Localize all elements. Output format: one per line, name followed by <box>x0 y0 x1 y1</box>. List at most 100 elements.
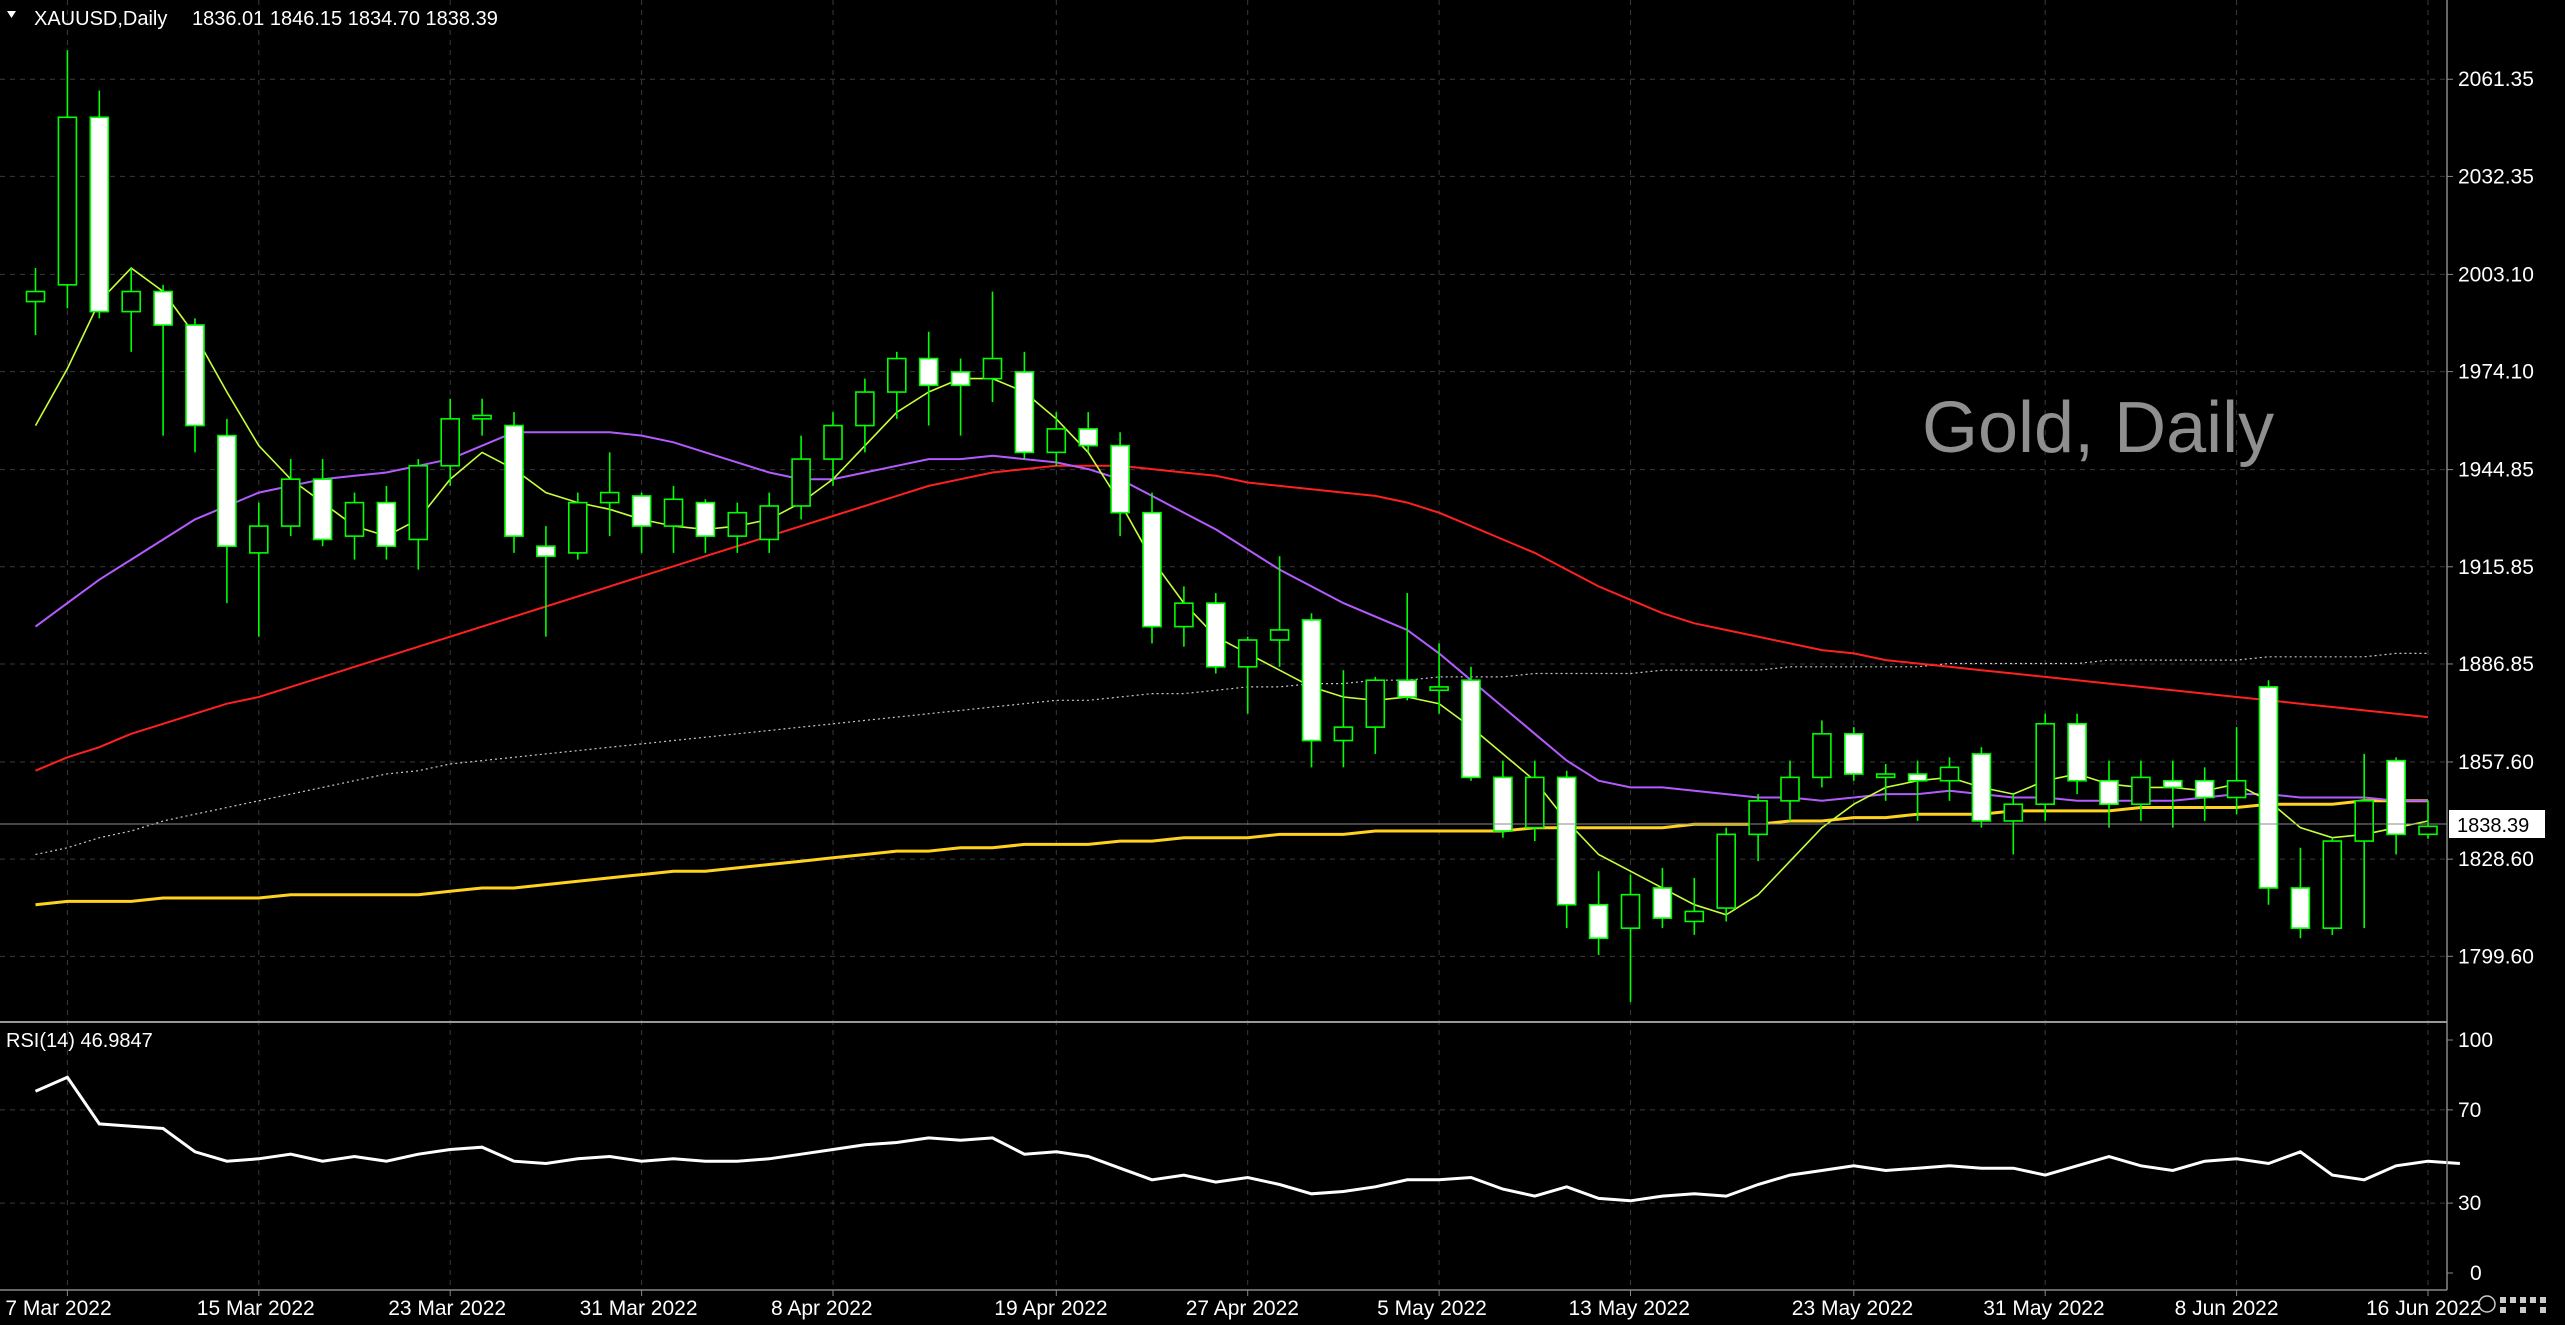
candle-body-bear <box>312 478 333 541</box>
rsi-axis: 100 70 30 0 <box>2447 1029 2493 1285</box>
candle <box>1142 492 1162 644</box>
candle-body-bear <box>185 324 205 427</box>
candle <box>855 378 875 453</box>
candle <box>312 459 333 547</box>
current-price-box <box>2449 810 2545 838</box>
candle-body-bull <box>2226 779 2247 799</box>
candle-body-bull <box>759 505 780 541</box>
candle <box>536 526 556 637</box>
current-price-label: 1838.39 <box>2457 815 2529 837</box>
ma-fast-line <box>34 267 2429 916</box>
price-tick-label: 1974.10 <box>2458 361 2534 384</box>
candle-body-bull <box>599 491 620 504</box>
candle-body-bear <box>2099 779 2119 805</box>
watermark: Gold, Daily <box>1922 388 2274 468</box>
candle <box>2194 767 2215 821</box>
candle <box>89 90 110 319</box>
candle-body-bull <box>1269 629 1290 641</box>
candle-body-bear <box>89 116 110 313</box>
candle-body-bear <box>918 357 939 387</box>
candle-body-bear <box>1844 733 1864 775</box>
candle <box>1556 770 1577 929</box>
ma-dotted-line <box>35 652 2428 856</box>
candle <box>2131 760 2151 821</box>
candle-body-bear <box>504 424 524 537</box>
candle-body-bull <box>1333 726 1354 742</box>
candle <box>376 485 397 560</box>
collapse-triangle-icon[interactable] <box>7 11 16 18</box>
rsi-tick-label: 70 <box>2458 1099 2481 1122</box>
candle <box>663 485 684 553</box>
candle <box>950 358 971 436</box>
candle <box>1397 593 1417 701</box>
candle <box>1907 760 1928 821</box>
candle-body-bear <box>1014 371 1035 454</box>
candle <box>918 331 939 426</box>
candle <box>567 492 588 560</box>
candle <box>1046 412 1067 466</box>
candle-body-bear <box>153 290 173 326</box>
candle-body-bear <box>1588 903 1609 940</box>
candle <box>695 499 716 553</box>
candle <box>1206 593 1226 674</box>
candle-body-bull <box>1780 776 1800 802</box>
candle-body-bull <box>1429 686 1449 692</box>
candle <box>2067 713 2087 795</box>
candle-body-bull <box>823 424 843 460</box>
price-tick-label: 2032.35 <box>2458 165 2534 188</box>
time-tick-label: 31 Mar 2022 <box>580 1297 698 1320</box>
candle-body-bull <box>2418 825 2438 836</box>
candle <box>2163 760 2183 828</box>
candle-body-bull <box>1684 910 1705 923</box>
candle-body-bull <box>2354 800 2374 842</box>
candle <box>2290 847 2311 939</box>
candle-body-bull <box>2322 840 2343 929</box>
time-tick-label: 23 May 2022 <box>1792 1297 1913 1320</box>
price-tick-label: 2003.10 <box>2458 263 2534 286</box>
candle-body-bull <box>982 357 1003 380</box>
candle-body-bull <box>25 290 46 303</box>
candle-body-bull <box>121 290 141 313</box>
candle <box>2418 800 2438 839</box>
candle-body-bull <box>1525 776 1545 829</box>
candle-body-bull <box>1716 833 1736 909</box>
candle <box>791 435 811 520</box>
candle <box>1971 747 1992 828</box>
candle <box>1780 760 1800 821</box>
candle-body-bear <box>1078 428 1098 447</box>
time-tick-label: 19 Apr 2022 <box>994 1297 1107 1320</box>
candle-body-bear <box>1652 887 1673 919</box>
candle-body-bull <box>886 357 907 393</box>
candle <box>440 398 461 486</box>
time-tick-label: 13 May 2022 <box>1569 1297 1690 1320</box>
candle-body-bear <box>2258 686 2279 889</box>
candle-body-bear <box>1110 444 1130 514</box>
candle <box>727 502 748 553</box>
candle <box>121 268 141 352</box>
candle <box>2035 713 2055 821</box>
candle-body-bull <box>344 501 365 537</box>
candle <box>759 492 780 553</box>
candle-body-bull <box>57 116 78 286</box>
candle-body-bear <box>2163 779 2183 789</box>
ma-slow-line <box>35 464 2429 772</box>
candle <box>408 459 429 570</box>
candle-body-bear <box>1461 679 1481 779</box>
candle-body-bear <box>695 501 716 537</box>
candle <box>631 492 652 553</box>
candle-body-bull <box>440 418 461 467</box>
candle <box>1684 877 1705 935</box>
candle-body-bull <box>1939 766 1960 782</box>
candle-body-bear <box>2194 779 2215 799</box>
candle-body-bear <box>1907 773 1928 782</box>
candle <box>504 412 524 553</box>
candle <box>2354 753 2374 929</box>
ma-mid-line <box>34 431 2428 802</box>
time-tick-label: 5 May 2022 <box>1377 1297 1487 1320</box>
rsi-tick-label: 30 <box>2458 1192 2481 1215</box>
candlesticks <box>25 50 2438 1002</box>
candle <box>1365 676 1386 754</box>
candle-body-bear <box>950 371 971 387</box>
